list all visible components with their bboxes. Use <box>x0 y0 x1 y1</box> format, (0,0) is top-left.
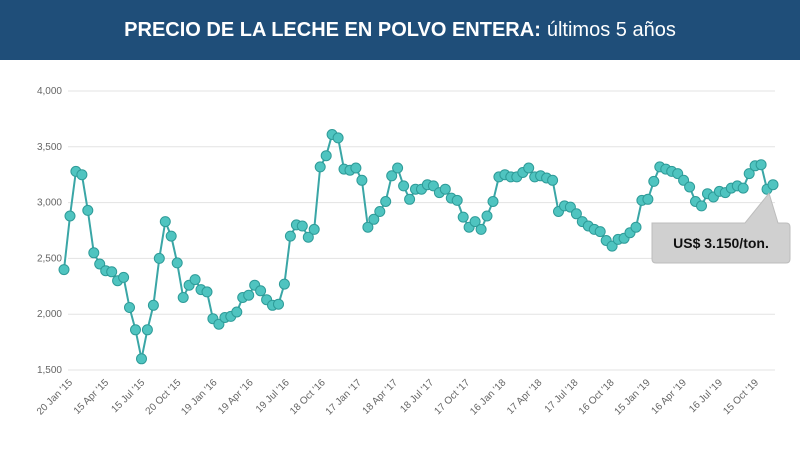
data-point <box>106 266 118 278</box>
x-tick-label: 17 Jul '18 <box>543 377 581 415</box>
data-point <box>308 223 320 235</box>
data-point <box>76 169 88 181</box>
y-tick-label: 4,000 <box>37 86 62 97</box>
data-point <box>231 306 243 318</box>
data-point <box>147 299 159 311</box>
data-point <box>451 194 463 206</box>
data-point <box>153 252 165 264</box>
x-tick-label: 19 Apr '16 <box>216 377 256 417</box>
data-point <box>481 210 493 222</box>
x-tick-label: 20 Oct '15 <box>144 377 184 417</box>
data-point <box>684 181 696 193</box>
x-tick-label: 18 Oct '16 <box>288 377 328 417</box>
data-point <box>136 353 147 365</box>
x-tick-label: 17 Jan '17 <box>324 377 364 417</box>
data-point <box>302 231 314 243</box>
data-point <box>404 193 416 205</box>
x-tick-label: 16 Jan '18 <box>468 377 508 417</box>
data-point <box>356 174 368 186</box>
data-point <box>189 274 201 286</box>
chart-title-banner: PRECIO DE LA LECHE EN POLVO ENTERA: últi… <box>0 0 800 60</box>
data-point <box>124 302 135 313</box>
data-point <box>278 278 290 290</box>
data-point <box>547 174 559 186</box>
price-callout-text: US$ 3.150/ton. <box>673 235 769 251</box>
data-point <box>487 196 499 207</box>
data-point <box>58 264 70 276</box>
data-point <box>273 298 284 310</box>
data-point <box>392 162 404 174</box>
x-tick-label: 18 Jul '17 <box>398 377 436 415</box>
data-point <box>767 179 779 191</box>
data-point <box>118 271 130 283</box>
y-tick-label: 3,000 <box>37 198 62 209</box>
data-point <box>296 220 308 232</box>
data-point <box>570 208 582 220</box>
x-tick-label: 15 Jan '19 <box>613 377 653 417</box>
data-point <box>696 200 707 212</box>
data-point <box>374 206 386 217</box>
data-point <box>141 324 153 336</box>
data-point <box>82 204 94 216</box>
x-tick-label: 19 Jan '16 <box>179 377 219 417</box>
data-point <box>332 132 344 144</box>
y-tick-label: 2,500 <box>37 253 62 264</box>
data-point <box>159 216 171 228</box>
data-point <box>469 216 481 228</box>
y-tick-label: 1,500 <box>37 365 62 376</box>
data-point <box>523 162 535 174</box>
chart-title-subtitle: últimos 5 años <box>546 18 676 41</box>
data-point <box>475 223 487 235</box>
data-point <box>130 324 141 336</box>
x-tick-label: 15 Oct '19 <box>721 377 761 417</box>
y-tick-label: 3,500 <box>37 142 62 153</box>
x-tick-label: 17 Apr '18 <box>505 377 545 417</box>
data-point <box>398 180 410 192</box>
data-point <box>243 289 255 301</box>
data-point <box>743 168 755 180</box>
chart-title-bold: PRECIO DE LA LECHE EN POLVO ENTERA: <box>124 18 541 41</box>
data-point <box>171 257 183 269</box>
data-point <box>350 162 362 174</box>
x-tick-label: 16 Jul '19 <box>687 377 725 415</box>
data-point <box>64 210 76 222</box>
x-tick-label: 18 Apr '17 <box>361 377 401 417</box>
data-point <box>457 211 469 223</box>
data-point <box>284 230 296 242</box>
data-point <box>594 226 606 238</box>
x-tick-label: 19 Jul '16 <box>254 377 292 415</box>
x-tick-label: 16 Apr '19 <box>650 377 690 417</box>
data-point <box>314 161 326 173</box>
data-point <box>362 221 374 233</box>
data-point <box>386 170 398 182</box>
data-point <box>380 196 392 207</box>
x-tick-label: 16 Oct '18 <box>577 377 617 417</box>
data-point <box>368 213 380 225</box>
data-point <box>439 183 451 195</box>
data-point <box>165 230 177 242</box>
data-point <box>320 150 332 162</box>
data-point <box>177 292 189 303</box>
data-point <box>648 175 660 187</box>
x-tick-label: 15 Apr '15 <box>72 377 112 417</box>
data-point <box>88 247 100 259</box>
data-point <box>737 182 749 194</box>
data-point <box>642 193 654 205</box>
price-line-chart: 1,500 2,000 2,500 3,000 3,500 4,000 20 Jan '15… <box>35 86 791 418</box>
data-point <box>201 286 213 298</box>
x-tick-label: 17 Oct '17 <box>432 377 472 417</box>
x-tick-label: 20 Jan '15 <box>35 377 75 417</box>
data-point <box>255 285 267 297</box>
x-tick-label: 15 Jul '15 <box>110 377 148 415</box>
data-point <box>630 221 642 233</box>
price-callout-box <box>651 192 791 264</box>
data-point <box>755 159 767 171</box>
y-tick-label: 2,000 <box>37 309 62 320</box>
